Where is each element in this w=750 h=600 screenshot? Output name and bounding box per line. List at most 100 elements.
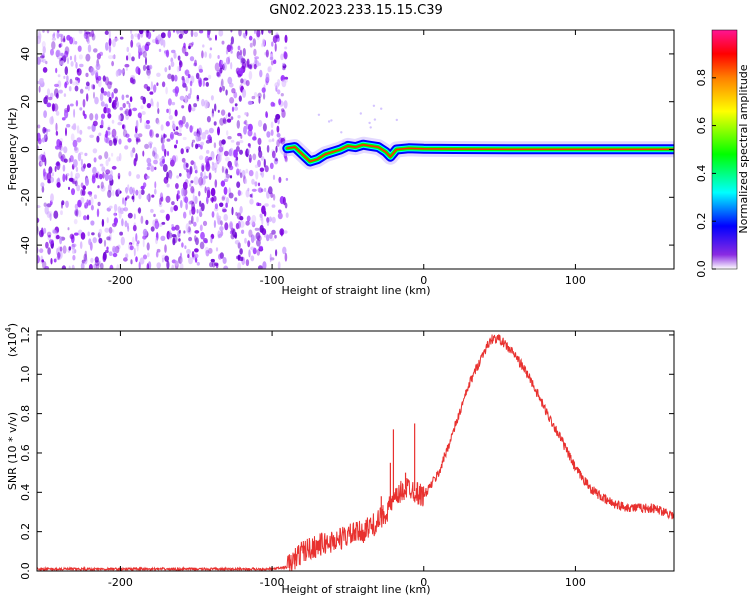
noise-blob [38,33,42,40]
noise-blob [193,103,198,108]
noise-blob [228,192,234,199]
noise-blob [117,172,121,179]
noise-blob [257,187,263,193]
noise-blob [186,248,191,255]
noise-blob [148,64,153,70]
noise-blob [129,245,134,251]
noise-blob [191,206,196,215]
noise-blob [198,64,203,73]
noise-blob [124,197,128,201]
noise-blob [83,256,88,265]
noise-blob [50,193,54,202]
noise-blob [182,136,187,141]
noise-blob [277,79,281,87]
svg-text:(x104): (x104) [4,323,19,357]
noise-blob [202,220,208,227]
noise-blob [99,92,104,102]
noise-blob [46,88,51,97]
noise-blob [37,137,42,145]
noise-blob [175,183,179,189]
noise-blob [135,256,138,263]
noise-blob [142,50,147,58]
noise-blob [153,84,157,93]
snr-plot-area [37,331,674,571]
noise-blob [113,217,118,224]
noise-blob [222,208,227,213]
noise-blob [188,257,193,265]
noise-blob [97,79,102,88]
noise-blob [223,62,227,71]
noise-blob [55,234,60,240]
noise-blob [217,153,222,163]
noise-blob [161,257,164,263]
noise-blob [179,263,184,269]
noise-blob [61,265,67,269]
noise-blob [248,249,251,258]
noise-blob [239,256,243,262]
noise-blob [94,70,99,76]
noise-blob [95,172,99,179]
noise-blob [189,209,192,216]
noise-blob [196,261,200,266]
noise-blob [63,146,68,154]
noise-blob [203,77,209,81]
noise-blob [257,92,262,99]
noise-blob [76,184,81,192]
noise-blob [75,172,80,179]
noise-blob [55,110,60,116]
noise-blob [199,182,203,188]
noise-blob [115,70,119,77]
noise-blob [106,91,111,98]
noise-blob [74,85,79,92]
noise-blob [191,107,196,112]
noise-blob [128,109,132,117]
noise-blob [201,165,205,172]
y-tick-label: 0.6 [19,444,32,462]
noise-blob [185,121,189,129]
noise-blob [39,55,45,59]
noise-blob [71,264,75,269]
noise-blob [205,249,210,257]
noise-blob [190,180,194,184]
noise-blob [137,207,142,214]
noise-blob [253,48,257,57]
noise-blob [121,218,124,227]
noise-blob [100,181,104,189]
noise-blob [44,205,49,215]
noise-blob [234,158,238,167]
noise-blob [204,186,207,194]
noise-blob [167,73,173,80]
noise-blob [130,33,134,40]
noise-blob [53,210,59,219]
noise-blob [37,255,40,264]
noise-blob [273,59,277,65]
noise-blob [184,69,190,76]
noise-blob [245,189,250,198]
noise-blob [46,203,52,208]
noise-blob [181,105,185,109]
noise-blob [68,265,71,269]
noise-blob [150,98,154,106]
noise-blob [280,93,284,97]
noise-blob [217,109,220,113]
noise-blob [150,226,155,232]
noise-blob [167,30,172,39]
noise-blob [77,45,82,52]
noise-blob [108,38,112,47]
noise-blob [267,65,272,73]
noise-blob [265,112,268,118]
noise-blob [63,146,67,154]
noise-blob [129,77,134,84]
noise-blob [258,187,263,194]
noise-blob [99,173,103,180]
noise-blob [205,161,210,171]
noise-blob [276,139,280,147]
noise-blob [195,165,198,174]
noise-blob [182,77,186,87]
noise-blob [237,73,241,78]
noise-blob [209,138,213,144]
noise-blob [149,143,153,149]
noise-blob [227,113,231,117]
noise-blob [70,61,74,67]
noise-blob [46,102,52,108]
